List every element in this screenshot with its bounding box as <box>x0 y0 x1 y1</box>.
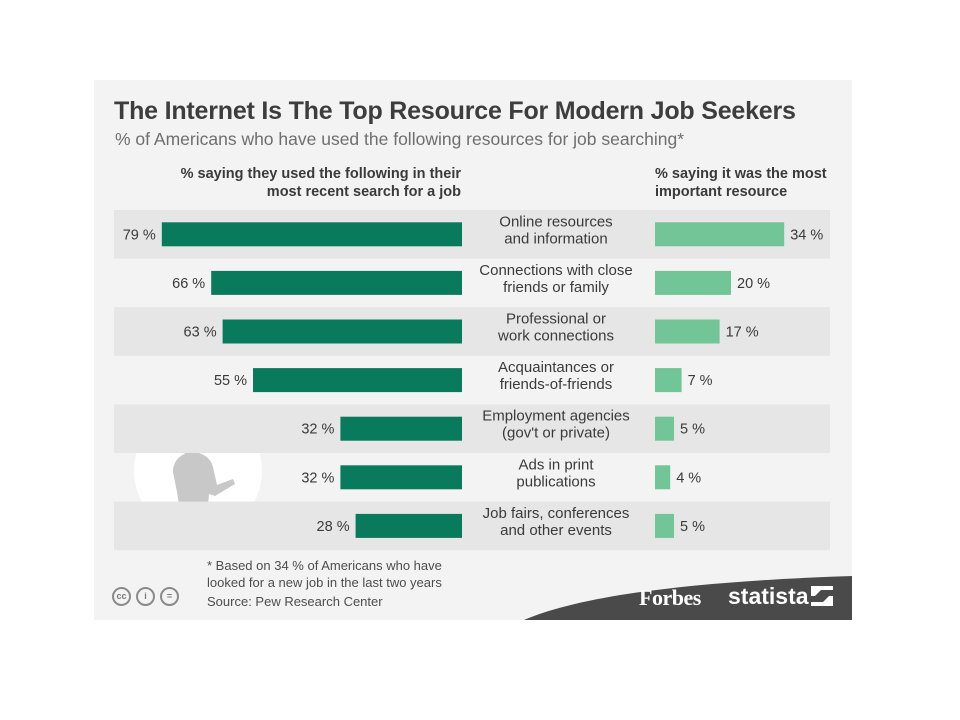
right-bar <box>655 513 674 538</box>
left-column-header: % saying they used the following in thei… <box>141 165 461 201</box>
right-header-line-2: important resource <box>655 184 788 200</box>
left-bar <box>340 416 462 441</box>
left-value-label: 63 % <box>184 325 217 341</box>
statista-logo: statista <box>728 583 809 609</box>
right-column-header: % saying it was the most important resou… <box>655 165 855 201</box>
row-stripe <box>114 501 830 551</box>
left-bar <box>340 465 462 490</box>
chart-subtitle: % of Americans who have used the followi… <box>115 129 685 149</box>
right-header-line-1: % saying it was the most <box>655 166 827 182</box>
right-value-label: 17 % <box>726 325 759 341</box>
row-stripe <box>114 404 830 453</box>
statista-mark-icon <box>811 586 833 606</box>
right-bar <box>655 222 785 247</box>
category-label: Professional or <box>506 311 606 328</box>
source-note: Source: Pew Research Center <box>207 594 383 609</box>
category-label: publications <box>516 473 595 490</box>
category-label: and other events <box>500 522 612 539</box>
footer-band <box>524 576 852 620</box>
left-bar <box>355 513 462 538</box>
cc-icon: cc <box>112 587 131 606</box>
footnote-line-2: looked for a new job in the last two yea… <box>207 575 442 590</box>
left-bar <box>253 368 462 393</box>
category-label: Employment agencies <box>482 408 630 425</box>
category-label: Ads in print <box>518 456 594 473</box>
left-bar <box>211 270 462 295</box>
category-label: Connections with close <box>479 262 632 279</box>
category-label: (gov't or private) <box>502 425 610 442</box>
right-bar <box>655 270 731 295</box>
footnote-line-1: * Based on 34 % of Americans who have <box>207 558 442 573</box>
category-label: Online resources <box>499 213 612 230</box>
left-bar <box>161 222 463 247</box>
left-header-line-2: most recent search for a job <box>266 184 461 200</box>
chart-title: The Internet Is The Top Resource For Mod… <box>114 97 796 125</box>
category-label: friends or family <box>503 279 609 296</box>
row-stripe <box>114 307 830 356</box>
right-value-label: 5 % <box>680 422 705 438</box>
category-label: Acquaintances or <box>498 359 614 376</box>
category-label: and information <box>504 230 607 247</box>
right-value-label: 4 % <box>676 470 701 486</box>
category-label: Job fairs, conferences <box>483 505 630 522</box>
category-label: work connections <box>497 328 614 345</box>
left-value-label: 79 % <box>123 227 156 243</box>
right-value-label: 7 % <box>688 373 713 389</box>
infographic-card: The Internet Is The Top Resource For Mod… <box>94 80 852 620</box>
no-derivatives-icon: = <box>160 587 179 606</box>
left-value-label: 32 % <box>301 470 334 486</box>
left-value-label: 32 % <box>301 422 334 438</box>
footnote: * Based on 34 % of Americans who have lo… <box>207 557 487 591</box>
right-value-label: 5 % <box>680 519 705 535</box>
right-bar <box>655 368 682 393</box>
right-value-label: 20 % <box>737 276 770 292</box>
license-icons: cc i = <box>112 587 179 606</box>
right-value-label: 34 % <box>790 227 823 243</box>
forbes-logo: Forbes <box>639 585 701 610</box>
left-header-line-1: % saying they used the following in thei… <box>180 166 461 182</box>
left-value-label: 66 % <box>172 276 205 292</box>
category-label: friends-of-friends <box>500 376 613 393</box>
left-value-label: 28 % <box>317 519 350 535</box>
attribution-icon: i <box>136 587 155 606</box>
right-bar <box>655 465 671 490</box>
left-value-label: 55 % <box>214 373 247 389</box>
left-bar <box>222 319 462 344</box>
right-bar <box>655 319 720 344</box>
right-bar <box>655 416 674 441</box>
